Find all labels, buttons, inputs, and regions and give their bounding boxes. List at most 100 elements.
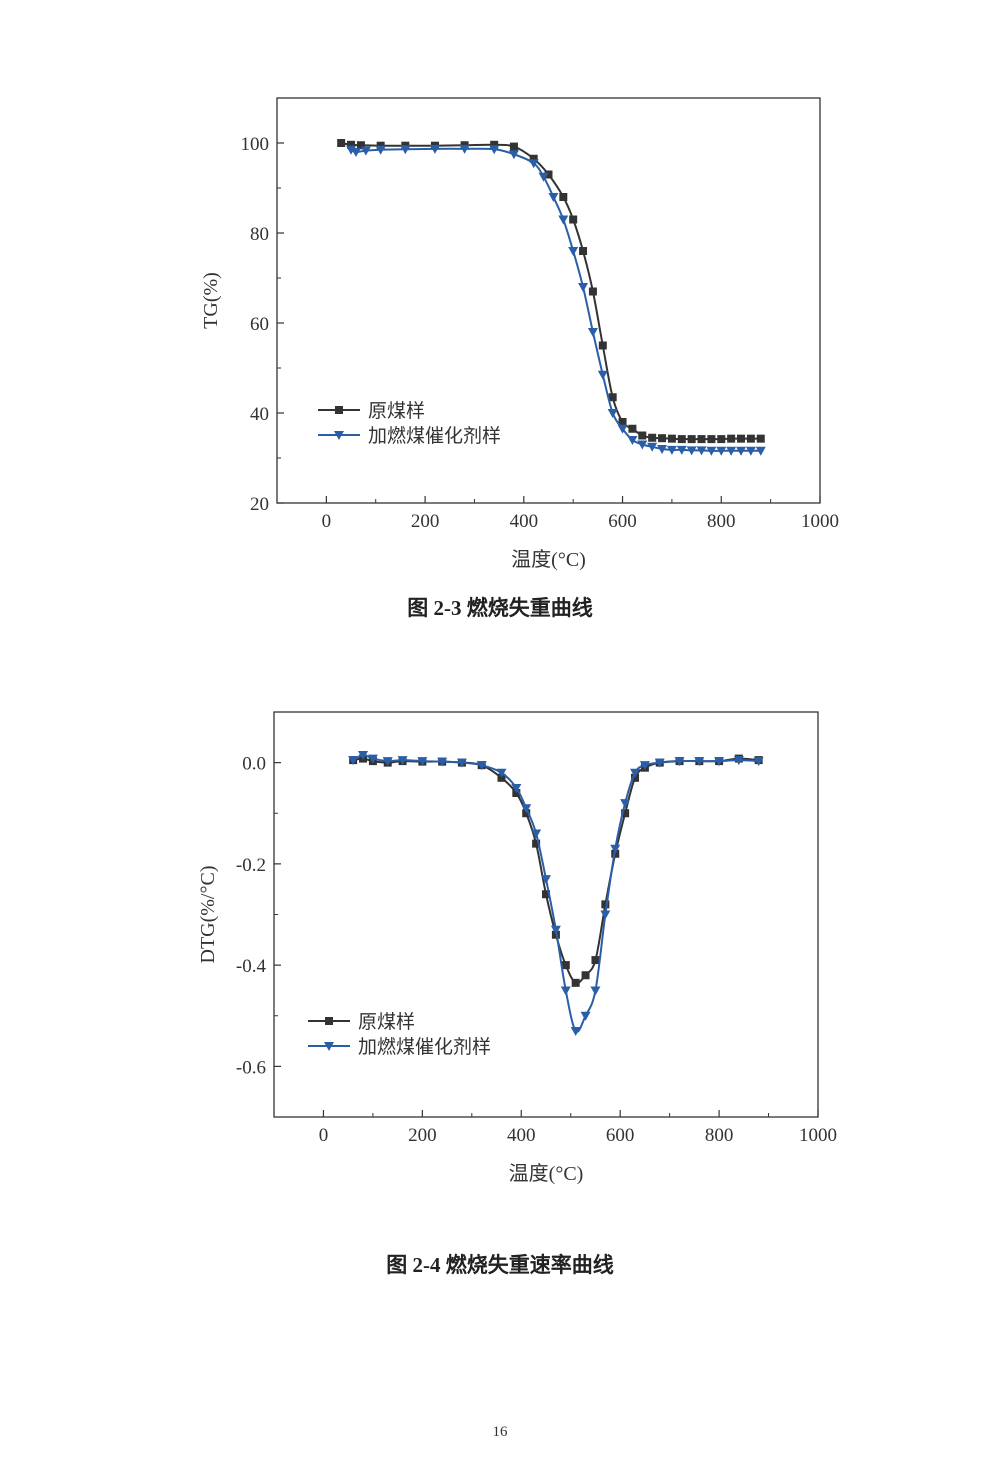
x-tick-label: 800 — [705, 1125, 734, 1146]
data-point — [637, 440, 648, 450]
data-point — [459, 144, 470, 154]
x-tick-label: 400 — [507, 1125, 536, 1146]
page-number: 16 — [492, 1424, 508, 1440]
data-point — [631, 773, 640, 782]
x-tick-label: 400 — [510, 511, 539, 532]
data-point — [356, 141, 365, 150]
data-point — [753, 757, 764, 767]
figure-caption-1: 图 2-3 燃烧失重曲线 — [407, 596, 593, 620]
data-point — [531, 829, 542, 839]
data-point — [674, 757, 685, 767]
y-tick-label: -0.4 — [236, 956, 267, 977]
data-point — [560, 986, 571, 996]
x-tick-label: 600 — [608, 511, 637, 532]
data-point — [375, 145, 386, 155]
data-point — [497, 773, 506, 782]
series-2 — [346, 144, 766, 456]
data-point — [694, 757, 705, 767]
data-point — [601, 900, 610, 909]
series-line — [352, 754, 759, 1033]
data-point — [666, 445, 677, 455]
data-point — [400, 145, 411, 155]
data-point — [496, 768, 507, 778]
data-point — [617, 424, 628, 434]
data-point — [509, 142, 518, 151]
y-tick-label: 80 — [250, 224, 269, 245]
y-tick-label: 0.0 — [242, 754, 266, 775]
data-point — [607, 409, 618, 418]
data-point — [561, 961, 570, 970]
data-point — [647, 442, 658, 452]
series-2 — [348, 751, 764, 1036]
data-point — [550, 925, 561, 935]
data-point — [544, 170, 553, 179]
data-point — [360, 146, 371, 156]
series-line — [340, 142, 761, 441]
x-tick-label: 600 — [606, 1125, 635, 1146]
data-point — [716, 446, 727, 456]
data-point — [696, 446, 707, 456]
data-point — [542, 890, 550, 899]
y-axis-label: TG(%) — [200, 272, 222, 329]
y-tick-label: 20 — [250, 494, 269, 515]
data-point — [512, 789, 521, 797]
data-point — [559, 193, 568, 201]
legend-marker — [324, 1042, 334, 1051]
data-point — [541, 875, 551, 885]
data-point — [676, 445, 687, 455]
x-tick-label: 800 — [707, 511, 736, 532]
data-point — [686, 446, 697, 456]
data-point — [687, 435, 696, 444]
data-point — [579, 247, 588, 255]
data-point — [350, 148, 361, 157]
series-1 — [337, 139, 765, 444]
data-point — [737, 434, 746, 443]
y-tick-label: 60 — [250, 314, 269, 335]
x-tick-label: 1000 — [801, 511, 839, 532]
data-point — [578, 283, 589, 292]
x-axis-label: 温度(°C) — [511, 548, 586, 571]
y-axis-label: DTG(%/°C) — [197, 866, 219, 964]
legend-marker — [325, 1017, 333, 1025]
y-tick-label: -0.6 — [236, 1057, 266, 1078]
data-point — [618, 418, 627, 426]
data-point — [597, 370, 608, 380]
legend-marker — [334, 431, 344, 440]
figure-caption-2: 图 2-4 燃烧失重速率曲线 — [386, 1253, 614, 1277]
x-tick-label: 0 — [322, 511, 332, 532]
data-point — [608, 393, 617, 402]
data-point — [717, 435, 726, 444]
data-point — [429, 144, 440, 154]
data-point — [628, 424, 637, 433]
data-point — [529, 154, 538, 163]
data-point — [627, 436, 638, 445]
data-point — [600, 910, 611, 920]
data-point — [736, 446, 747, 456]
data-point — [532, 839, 541, 848]
data-point — [581, 971, 590, 980]
data-point — [630, 768, 641, 778]
data-point — [587, 328, 598, 337]
data-point — [591, 956, 600, 965]
data-point — [570, 1026, 581, 1036]
data-point — [548, 193, 559, 202]
data-point — [755, 446, 766, 456]
data-point — [610, 844, 621, 854]
data-point — [639, 761, 650, 771]
data-point — [417, 757, 428, 767]
x-axis-label: 温度(°C) — [509, 1162, 584, 1185]
chart-2: 0 200 400 600 800 1000 -0.6 -0.4 -0.2 0.0 温度(°C) DT… — [197, 711, 837, 1185]
data-point — [437, 757, 448, 767]
data-point — [538, 172, 549, 182]
data-point — [588, 287, 597, 296]
legend-label: 原煤样 — [358, 1011, 415, 1033]
data-point — [658, 434, 667, 443]
x-tick-label: 200 — [411, 511, 440, 532]
data-point — [397, 756, 408, 766]
y-tick-label: 100 — [241, 134, 270, 155]
legend-label: 加燃煤催化剂样 — [368, 425, 501, 447]
data-point — [569, 215, 578, 224]
plot-frame — [276, 97, 821, 504]
